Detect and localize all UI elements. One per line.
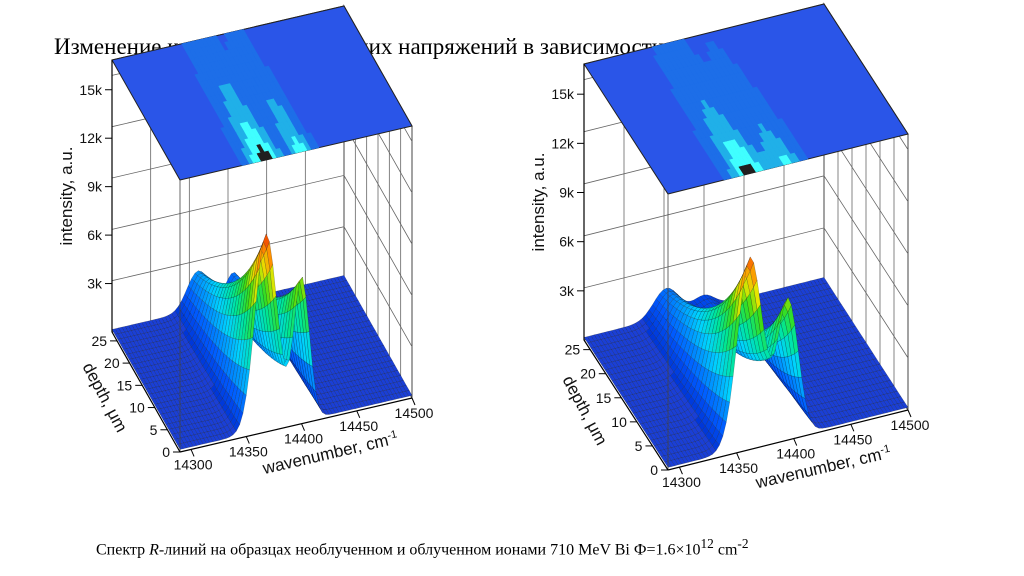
contour-projection [583,3,909,195]
caption-sup2: -2 [737,536,749,551]
z-tick-label: 15k [551,86,575,102]
z-tick-label: 12k [79,130,103,146]
x-tick-label: 14300 [174,456,213,472]
x-tick-label: 14450 [833,431,872,447]
depth-tick-label: 5 [635,438,643,454]
depth-axis-label: depth, μm [559,372,611,448]
caption-unit: cm [713,541,738,559]
z-axis-label: intensity, a.u. [529,153,548,252]
x-tick-label: 14400 [284,431,323,447]
z-tick-label: 3k [87,276,103,292]
x-tick-label: 14300 [662,474,701,490]
x-tick-label: 14350 [229,444,268,460]
z-tick-label: 15k [79,82,103,98]
surface-mesh [583,256,909,468]
depth-tick-label: 0 [162,444,170,460]
depth-tick-label: 10 [611,414,627,430]
caption-italic: R [149,541,159,559]
caption-sup1: 12 [700,536,714,551]
x-tick-label: 14500 [395,405,434,421]
z-tick-label: 6k [559,234,575,250]
depth-tick-label: 15 [117,377,133,393]
depth-tick-label: 20 [104,355,120,371]
caption-pre: Спектр [96,541,150,559]
z-tick-label: 12k [551,135,575,151]
depth-tick-label: 20 [580,366,596,382]
x-tick-label: 14350 [719,460,758,476]
x-axis-label: wavenumber, cm-1 [260,428,400,478]
z-tick-label: 6k [87,227,103,243]
z-tick-label: 3k [559,283,575,299]
depth-tick-label: 0 [650,462,658,478]
depth-tick-label: 5 [150,422,158,438]
z-tick-label: 9k [87,179,103,195]
x-tick-label: 14500 [891,417,930,433]
x-axis-label: wavenumber, cm-1 [753,443,893,493]
surface-mesh [111,233,413,450]
x-tick-label: 14450 [339,418,378,434]
caption-mid: -линий на образцах необлученном и облуче… [158,541,701,559]
figure-caption: Спектр R-линий на образцах необлученном … [96,536,749,559]
depth-tick-label: 10 [129,400,145,416]
depth-tick-label: 15 [596,390,612,406]
depth-tick-label: 25 [565,342,581,358]
x-tick-label: 14400 [776,446,815,462]
z-tick-label: 9k [559,185,575,201]
z-axis-label: intensity, a.u. [57,147,76,246]
surface-plot-left: 14300 14350 14400 14450 14500 05 10 15 20 25 3k 6k 9… [57,4,434,478]
contour-projection [111,5,413,181]
depth-tick-label: 25 [91,333,107,349]
